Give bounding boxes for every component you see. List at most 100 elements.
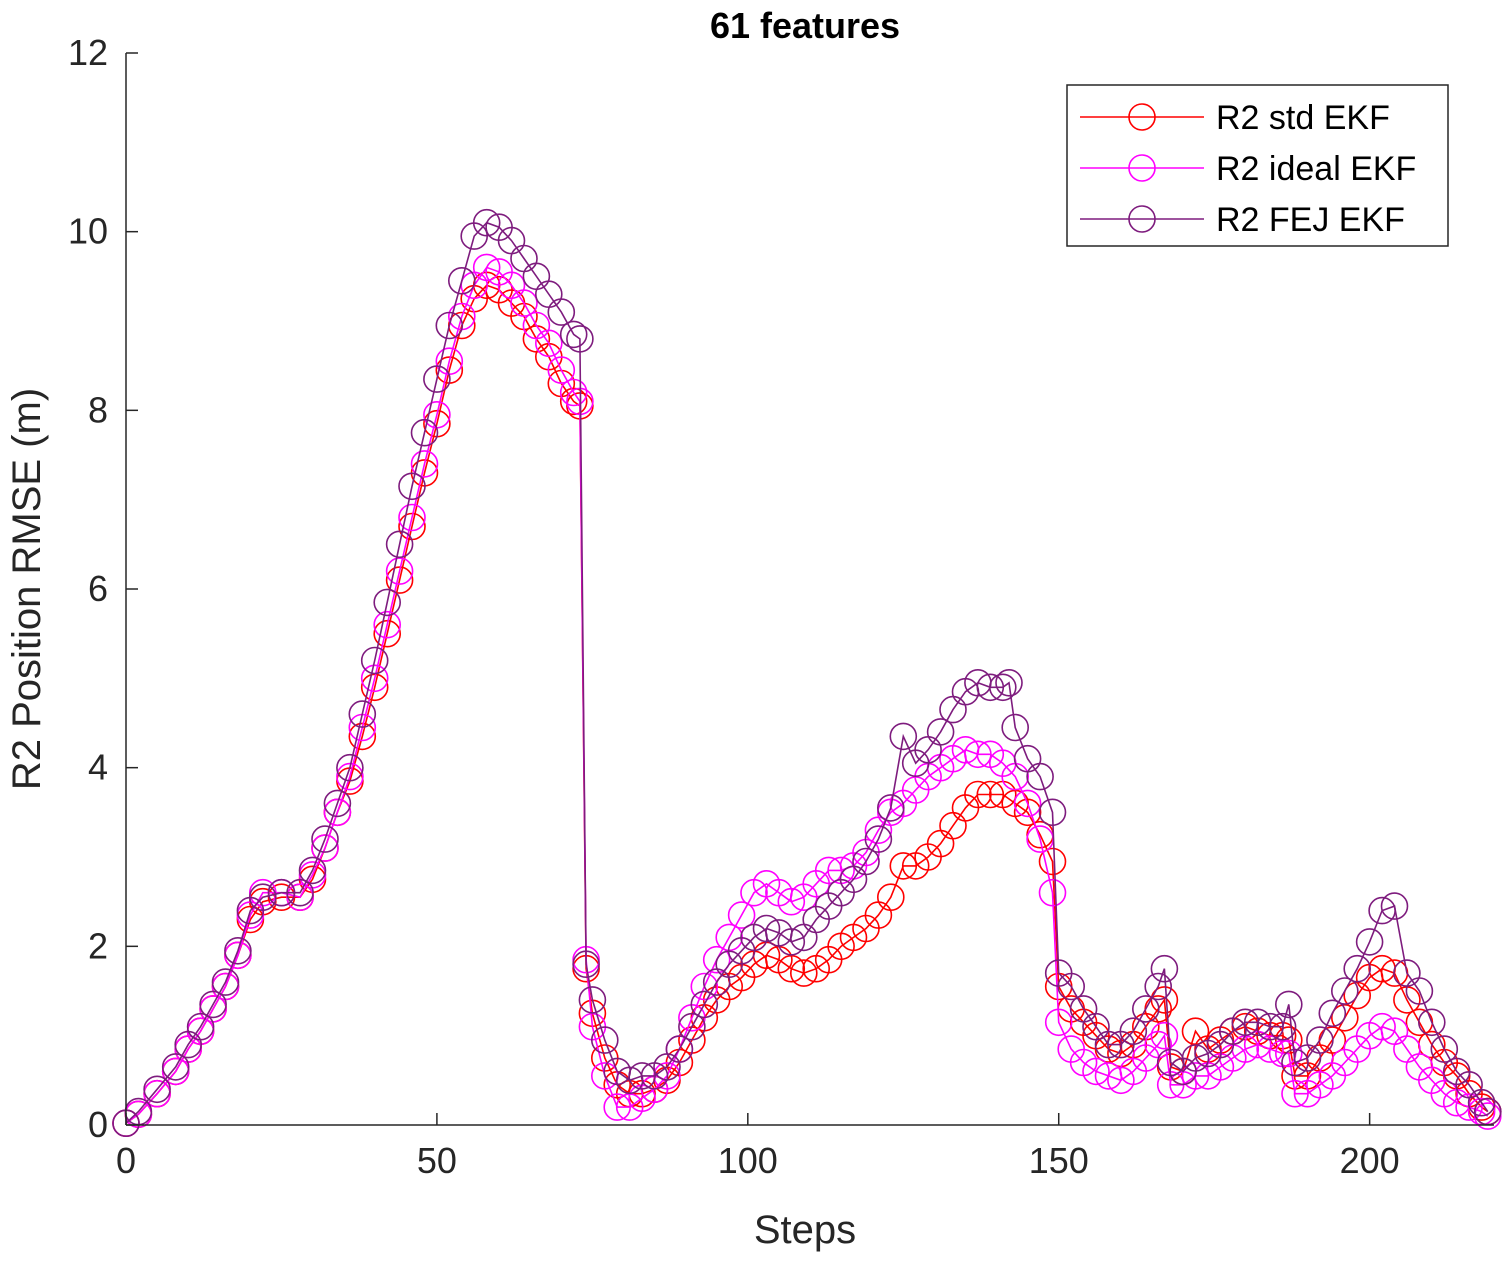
y-tick-label: 4	[88, 747, 108, 788]
data-point	[472, 208, 501, 237]
chart-title: 61 features	[710, 5, 900, 46]
data-point	[398, 472, 426, 501]
legend-label: R2 FEJ EKF	[1216, 201, 1405, 239]
data-point	[410, 450, 439, 478]
data-point	[1094, 1030, 1123, 1059]
y-tick-label: 8	[88, 389, 108, 430]
legend: R2 std EKF R2 ideal EKF R2 FEJ EKF	[1066, 84, 1449, 247]
data-point	[211, 968, 240, 996]
data-point	[1380, 892, 1409, 920]
data-point	[964, 780, 992, 809]
data-point	[534, 329, 563, 358]
data-point	[777, 928, 806, 956]
data-point	[702, 945, 731, 974]
data-point	[348, 722, 377, 751]
data-point	[360, 646, 389, 675]
series-r2-ideal-ekf	[112, 253, 1502, 1137]
data-point	[665, 1035, 694, 1063]
data-point	[876, 883, 905, 912]
x-tick-label: 0	[116, 1140, 136, 1181]
data-point	[1275, 1039, 1303, 1068]
data-point	[447, 266, 476, 295]
data-point	[373, 588, 402, 617]
data-point	[373, 619, 402, 648]
legend-marker	[1128, 103, 1156, 131]
data-point	[789, 959, 818, 987]
data-point	[1467, 1088, 1496, 1117]
data-point	[410, 418, 439, 447]
data-point	[690, 990, 719, 1019]
data-point	[199, 990, 227, 1019]
data-point	[889, 852, 918, 880]
data-point	[1038, 847, 1067, 876]
data-point	[435, 311, 464, 340]
data-point	[1181, 1062, 1210, 1090]
data-point	[311, 834, 339, 862]
data-point	[566, 325, 594, 353]
data-point	[348, 700, 377, 728]
data-point	[1057, 972, 1085, 1001]
data-point	[1418, 1008, 1446, 1037]
data-point	[1355, 928, 1384, 956]
data-point	[1368, 1012, 1396, 1041]
data-point	[1150, 954, 1179, 983]
legend-marker	[1128, 154, 1156, 182]
data-point	[559, 320, 588, 349]
data-point	[976, 780, 1005, 809]
data-point	[1038, 878, 1067, 907]
data-point	[385, 566, 414, 594]
data-point	[1268, 1012, 1297, 1041]
data-point	[1132, 995, 1160, 1023]
data-point	[1026, 762, 1054, 791]
data-point	[1144, 972, 1172, 1001]
data-point	[752, 914, 781, 943]
data-point	[628, 1062, 656, 1090]
y-tick-label: 0	[88, 1104, 108, 1145]
data-point	[1455, 1093, 1483, 1121]
data-point	[964, 740, 992, 769]
data-point	[336, 753, 364, 782]
y-axis-ticks: 0 2 4 6 8 10 12	[68, 32, 138, 1145]
data-point	[423, 365, 451, 393]
data-point	[852, 847, 880, 876]
data-point	[889, 722, 918, 751]
data-point	[323, 798, 352, 827]
data-point	[1306, 1026, 1334, 1054]
data-point	[1013, 789, 1042, 818]
x-axis-label: Steps	[754, 1208, 856, 1252]
data-point	[1082, 1057, 1110, 1086]
data-point	[398, 503, 426, 532]
data-point	[248, 883, 277, 912]
data-point	[1119, 1017, 1148, 1045]
data-point	[298, 856, 327, 885]
data-point	[1405, 977, 1434, 1005]
data-point	[559, 378, 588, 407]
series-line	[125, 284, 1489, 1124]
data-point	[1038, 798, 1067, 827]
x-axis-ticks: 0 50 100 150 200	[116, 1113, 1400, 1181]
data-point	[336, 762, 364, 791]
data-point	[864, 825, 893, 853]
data-point	[1281, 1079, 1309, 1108]
data-point	[578, 986, 607, 1014]
data-point	[777, 887, 806, 916]
data-point	[472, 253, 501, 282]
series-r2-fej-ekf	[112, 208, 1502, 1137]
data-point	[510, 289, 538, 317]
data-point	[572, 950, 600, 979]
data-point	[267, 878, 296, 907]
data-point	[360, 664, 389, 693]
data-point	[385, 530, 414, 559]
data-point	[727, 901, 756, 929]
data-point	[1256, 1012, 1284, 1041]
data-point	[1001, 713, 1030, 742]
data-point	[995, 668, 1023, 697]
series-r2-std-ekf	[112, 271, 1502, 1137]
data-point	[373, 610, 402, 639]
y-tick-label: 12	[68, 32, 108, 73]
x-tick-label: 150	[1029, 1140, 1089, 1181]
data-point	[603, 1093, 632, 1121]
data-point	[1281, 1048, 1309, 1077]
data-point	[1044, 1008, 1073, 1037]
